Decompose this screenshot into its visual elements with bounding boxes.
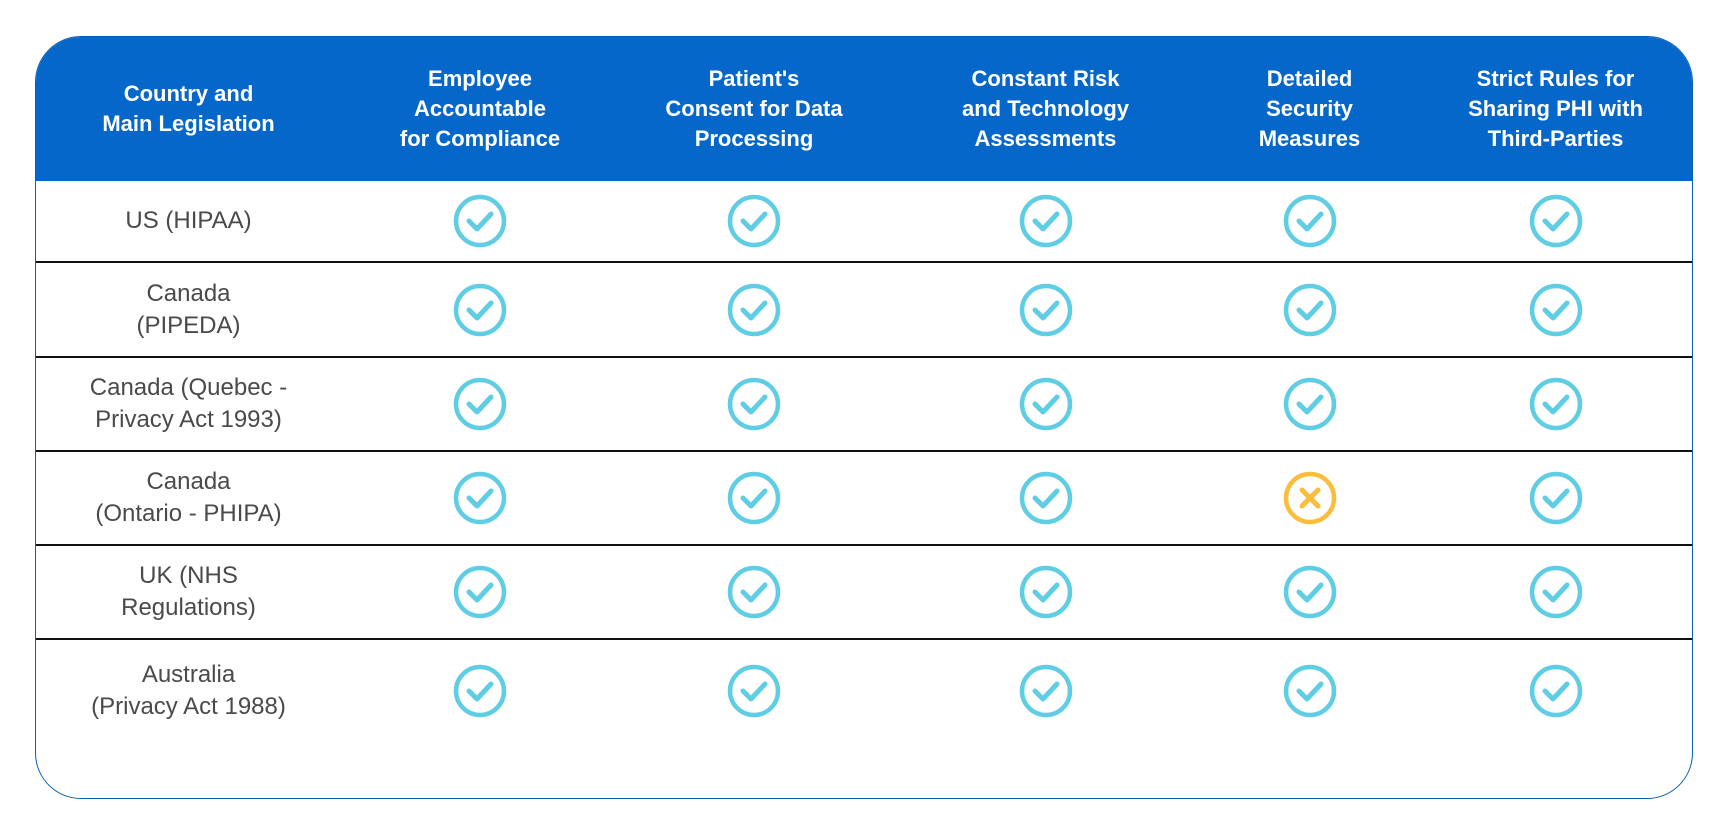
x-circle-icon [1283, 471, 1336, 525]
table-row-us-hipaa: US (HIPAA) [36, 181, 1692, 261]
mark-cell-security-measures [1202, 452, 1417, 544]
check-circle-icon [727, 471, 781, 525]
check-circle-icon [1283, 664, 1336, 717]
mark-cell-risk-assessments [889, 452, 1202, 544]
country-cell: Canada (PIPEDA) [136, 279, 241, 339]
column-header-employee-accountable: Employee Accountable for Compliance [399, 66, 561, 151]
mark-cell-patient-consent [619, 546, 889, 638]
column-header-sharing-phi: Strict Rules for Sharing PHI with Third-… [1468, 66, 1643, 151]
mark-cell-risk-assessments [889, 358, 1202, 450]
table-body: US (HIPAA) Canada (PIPEDA) Canada (Quebec … [36, 181, 1692, 741]
check-circle-icon [1019, 194, 1072, 248]
mark-cell-security-measures [1202, 546, 1417, 638]
table-row-canada-ontario: Canada (Ontario - PHIPA) [36, 450, 1692, 544]
country-cell: Australia (Privacy Act 1988) [91, 660, 286, 720]
country-cell: UK (NHS Regulations) [121, 562, 256, 621]
mark-cell-employee-accountable [341, 358, 619, 450]
mark-cell-patient-consent [619, 263, 889, 356]
mark-cell-security-measures [1202, 358, 1417, 450]
mark-cell-risk-assessments [889, 640, 1202, 741]
check-circle-icon [453, 283, 507, 336]
mark-cell-risk-assessments [889, 263, 1202, 356]
table-header: Country and Main Legislation Employee Ac… [36, 37, 1692, 181]
check-circle-icon [453, 565, 507, 619]
table-row-canada-pipeda: Canada (PIPEDA) [36, 261, 1692, 356]
check-circle-icon [1283, 377, 1336, 431]
check-circle-icon [1529, 283, 1582, 336]
column-header-patient-consent: Patient's Consent for Data Processing [665, 66, 843, 151]
check-circle-icon [727, 565, 781, 619]
mark-cell-employee-accountable [341, 546, 619, 638]
mark-cell-patient-consent [619, 358, 889, 450]
check-circle-icon [1283, 565, 1336, 619]
mark-cell-security-measures [1202, 263, 1417, 356]
check-circle-icon [727, 377, 781, 431]
check-circle-icon [1529, 377, 1582, 431]
country-cell: Canada (Ontario - PHIPA) [95, 468, 282, 527]
check-circle-icon [727, 283, 781, 336]
table-row-uk-nhs: UK (NHS Regulations) [36, 544, 1692, 638]
mark-cell-security-measures [1202, 181, 1417, 261]
mark-cell-sharing-phi [1417, 181, 1692, 261]
check-circle-icon [1283, 283, 1336, 336]
mark-cell-patient-consent [619, 181, 889, 261]
mark-cell-sharing-phi [1417, 452, 1692, 544]
mark-cell-risk-assessments [889, 546, 1202, 638]
mark-cell-risk-assessments [889, 181, 1202, 261]
check-circle-icon [1529, 194, 1582, 248]
mark-cell-sharing-phi [1417, 358, 1692, 450]
check-circle-icon [453, 377, 507, 431]
mark-cell-employee-accountable [341, 181, 619, 261]
mark-cell-sharing-phi [1417, 263, 1692, 356]
check-circle-icon [727, 194, 781, 248]
check-circle-icon [1529, 664, 1582, 717]
mark-cell-sharing-phi [1417, 546, 1692, 638]
check-circle-icon [1529, 565, 1582, 619]
mark-cell-patient-consent [619, 640, 889, 741]
column-header-risk-assessments: Constant Risk and Technology Assessments [961, 66, 1130, 151]
table-row-canada-quebec: Canada (Quebec - Privacy Act 1993) [36, 356, 1692, 450]
country-cell: US (HIPAA) [125, 207, 252, 234]
check-circle-icon [1283, 194, 1336, 248]
mark-cell-sharing-phi [1417, 640, 1692, 741]
compliance-comparison-table: Country and Main Legislation Employee Ac… [35, 36, 1693, 799]
table-row-australia: Australia (Privacy Act 1988) [36, 638, 1692, 741]
column-header-security-measures: Detailed Security Measures [1258, 66, 1361, 151]
check-circle-icon [453, 194, 507, 248]
mark-cell-employee-accountable [341, 263, 619, 356]
mark-cell-employee-accountable [341, 640, 619, 741]
mark-cell-security-measures [1202, 640, 1417, 741]
check-circle-icon [1019, 664, 1072, 717]
check-circle-icon [1529, 471, 1582, 525]
check-circle-icon [453, 471, 507, 525]
check-circle-icon [453, 664, 507, 717]
check-circle-icon [1019, 283, 1072, 336]
country-cell: Canada (Quebec - Privacy Act 1993) [89, 374, 288, 433]
mark-cell-employee-accountable [341, 452, 619, 544]
mark-cell-patient-consent [619, 452, 889, 544]
column-header-country: Country and Main Legislation [102, 81, 275, 136]
check-circle-icon [1019, 471, 1072, 525]
check-circle-icon [727, 664, 781, 717]
check-circle-icon [1019, 377, 1072, 431]
check-circle-icon [1019, 565, 1072, 619]
